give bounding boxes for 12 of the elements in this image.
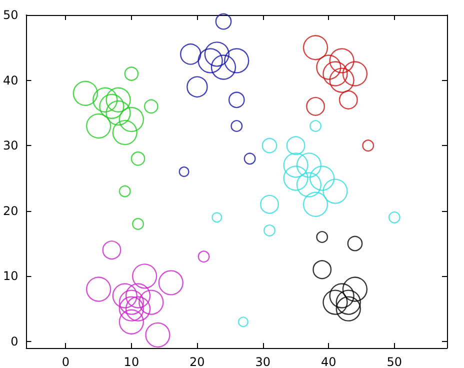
- x-tick-label: 40: [321, 355, 336, 368]
- x-tick-label: 0: [62, 355, 70, 368]
- x-tick-label: 20: [190, 355, 205, 368]
- x-tick-label: 50: [386, 355, 402, 368]
- y-tick-label: 0: [10, 334, 18, 348]
- x-tick-label: 30: [255, 355, 271, 368]
- y-tick-label: 20: [2, 204, 18, 218]
- y-tick-label: 10: [2, 269, 18, 284]
- y-tick-label: 50: [2, 8, 18, 22]
- y-tick-label: 30: [2, 138, 18, 153]
- x-tick-label: 10: [124, 355, 140, 368]
- y-tick-label: 40: [2, 73, 18, 88]
